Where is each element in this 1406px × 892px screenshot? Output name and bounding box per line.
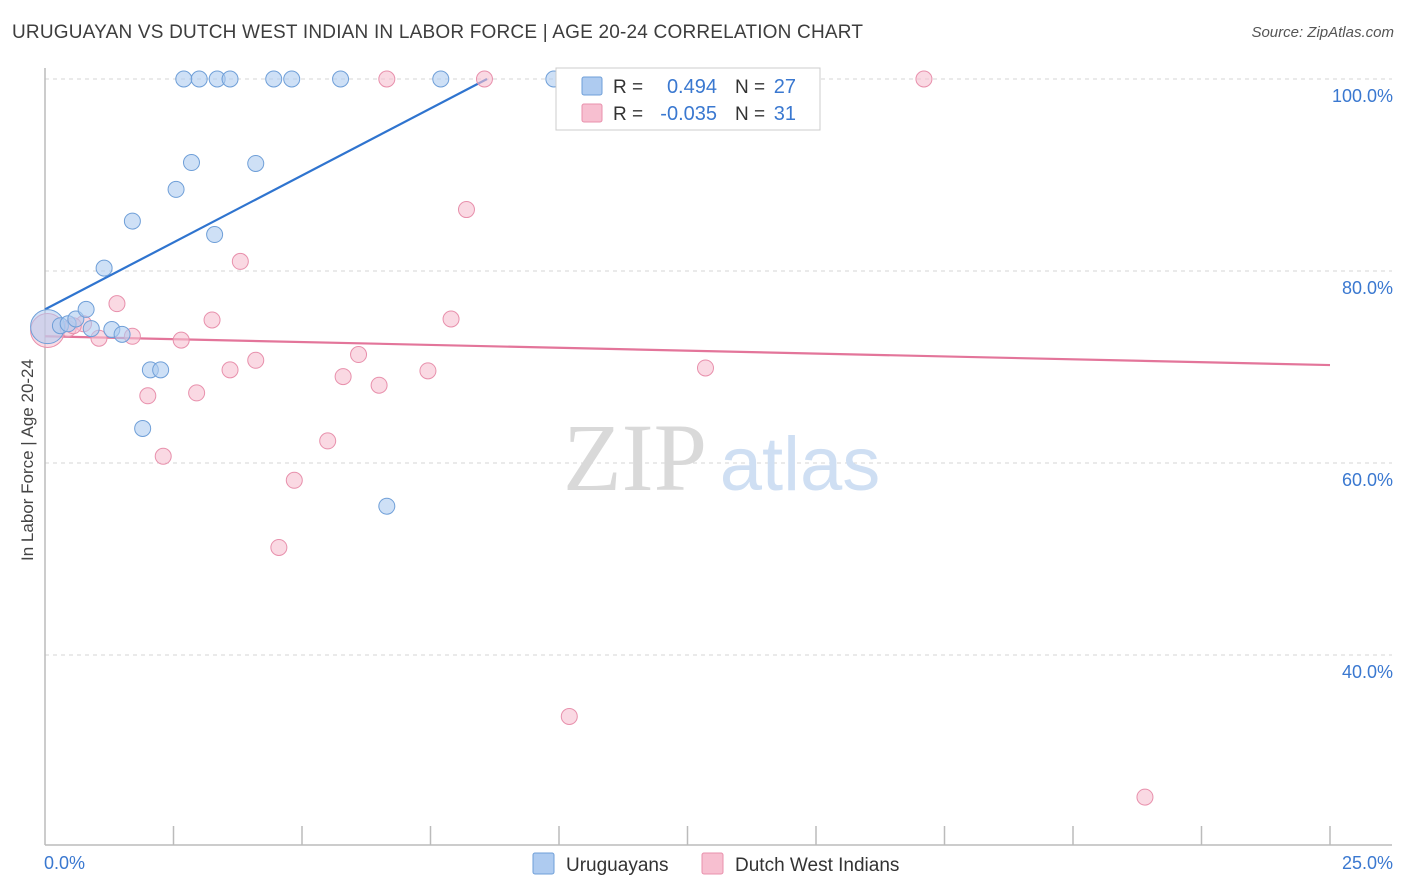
data-point-uruguayans: [265, 70, 283, 88]
data-point-uruguayans: [175, 70, 193, 88]
data-point-uruguayans: [378, 497, 396, 515]
n-label: N =: [735, 77, 765, 98]
data-point-uruguayans: [95, 259, 113, 277]
data-point-uruguayans: [123, 212, 141, 230]
r-value: 0.494: [667, 76, 717, 98]
watermark-atlas: atlas: [720, 422, 881, 507]
watermark: ZIP atlas: [563, 404, 880, 511]
data-point-dutch-west-indians: [560, 707, 578, 725]
r-label: R =: [613, 104, 643, 125]
data-point-dutch-west-indians: [319, 432, 337, 450]
data-point-dutch-west-indians: [285, 471, 303, 489]
n-label: N =: [735, 104, 765, 125]
data-point-dutch-west-indians: [457, 201, 475, 219]
r-value: -0.035: [660, 103, 717, 125]
data-point-uruguayans: [82, 320, 100, 338]
data-point-dutch-west-indians: [442, 310, 460, 328]
data-point-uruguayans: [182, 154, 200, 172]
r-label: R =: [613, 77, 643, 98]
trend-lines: [44, 78, 1331, 367]
data-point-dutch-west-indians: [378, 70, 396, 88]
data-point-dutch-west-indians: [172, 331, 190, 349]
data-point-dutch-west-indians: [1136, 788, 1154, 806]
stats-legend-swatch: [581, 76, 603, 96]
data-point-dutch-west-indians: [419, 362, 437, 380]
data-point-uruguayans: [134, 419, 152, 437]
trend-line-uruguayans: [44, 78, 488, 311]
data-point-uruguayans: [221, 70, 239, 88]
data-point-uruguayans: [167, 180, 185, 198]
data-point-dutch-west-indians: [475, 70, 493, 88]
data-point-dutch-west-indians: [370, 376, 388, 394]
x-tick-label-min: 0.0%: [44, 853, 85, 873]
data-point-dutch-west-indians: [915, 70, 933, 88]
data-point-dutch-west-indians: [270, 538, 288, 556]
watermark-zip: ZIP: [563, 404, 707, 511]
legend-label-dutch-west-indians: Dutch West Indians: [735, 855, 899, 876]
data-point-uruguayans: [206, 226, 224, 244]
chart-title: URUGUAYAN VS DUTCH WEST INDIAN IN LABOR …: [12, 22, 864, 43]
data-point-uruguayans: [77, 300, 95, 318]
y-tick-label: 40.0%: [1342, 662, 1393, 682]
data-point-dutch-west-indians: [108, 295, 126, 313]
n-value: 27: [774, 76, 796, 98]
tick-labels: 40.0% 60.0% 80.0% 100.0% 0.0% 25.0%: [44, 86, 1393, 873]
x-tick-label-max: 25.0%: [1342, 853, 1393, 873]
legend-swatch-dutch-west-indians: [701, 852, 724, 875]
y-axis-label: In Labor Force | Age 20-24: [18, 359, 37, 561]
trend-line-dutch-west-indians: [44, 335, 1331, 367]
data-point-dutch-west-indians: [696, 359, 714, 377]
data-point-uruguayans: [332, 70, 350, 88]
data-point-dutch-west-indians: [334, 368, 352, 386]
data-point-uruguayans: [152, 361, 170, 379]
y-tick-label: 60.0%: [1342, 470, 1393, 490]
legend-label-uruguayans: Uruguayans: [566, 855, 668, 876]
axes: [44, 68, 1392, 846]
data-point-dutch-west-indians: [247, 351, 265, 369]
data-point-uruguayans: [432, 70, 450, 88]
legend-swatch-uruguayans: [532, 852, 555, 875]
y-tick-label: 100.0%: [1332, 86, 1393, 106]
gridlines: [45, 78, 1392, 656]
y-tick-label: 80.0%: [1342, 278, 1393, 298]
n-value: 31: [774, 103, 796, 125]
data-point-dutch-west-indians: [139, 387, 157, 405]
data-point-uruguayans: [113, 325, 131, 343]
data-point-dutch-west-indians: [231, 252, 249, 270]
data-point-dutch-west-indians: [154, 447, 172, 465]
stats-legend-swatch: [581, 103, 603, 123]
data-point-dutch-west-indians: [221, 361, 239, 379]
data-point-uruguayans: [283, 70, 301, 88]
data-point-uruguayans: [247, 154, 265, 172]
data-point-uruguayans: [190, 70, 208, 88]
data-point-dutch-west-indians: [203, 311, 221, 329]
source-credit: Source: ZipAtlas.com: [1251, 24, 1394, 41]
series-legend: Uruguayans Dutch West Indians: [532, 852, 899, 876]
data-point-dutch-west-indians: [350, 346, 368, 364]
data-point-dutch-west-indians: [188, 384, 206, 402]
stats-legend: R = 0.494 N = 27 R = -0.035 N = 31: [555, 67, 821, 131]
